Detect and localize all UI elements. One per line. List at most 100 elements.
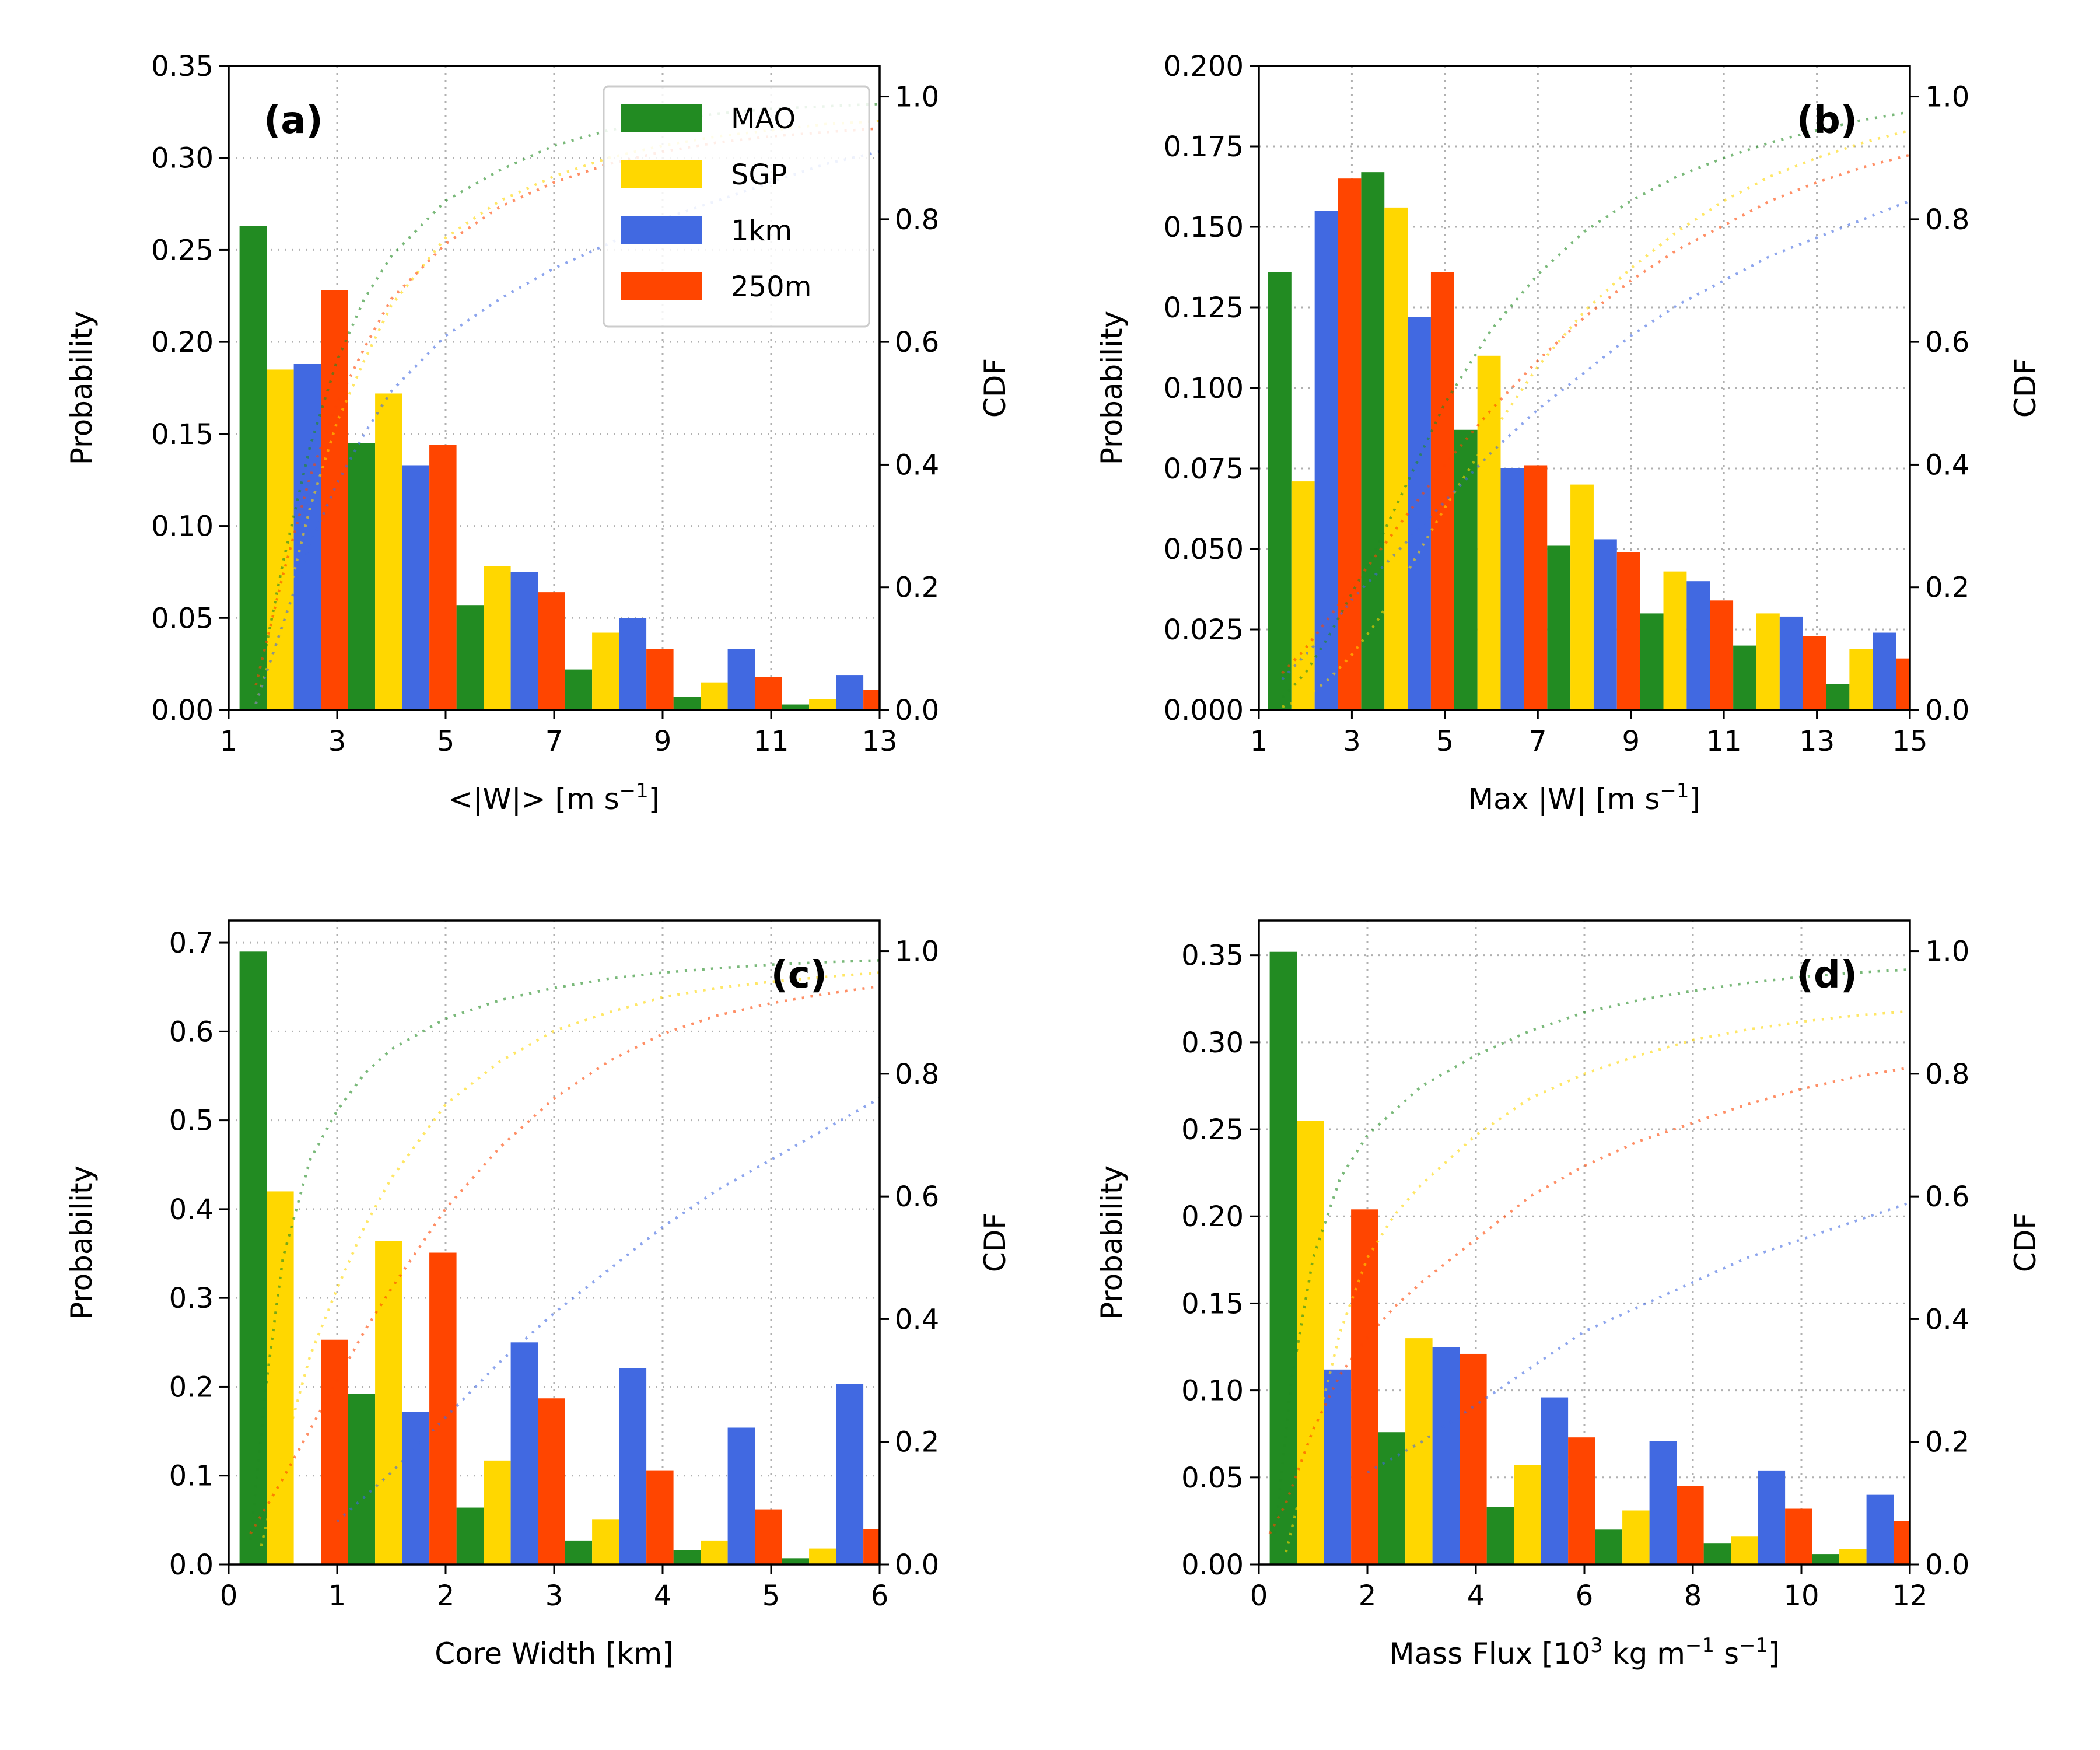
y2-tick-label: 1.0 <box>895 936 939 968</box>
bar-b-1km-0 <box>1314 211 1338 710</box>
legend-swatch-250m <box>621 272 702 300</box>
legend-label-SGP: SGP <box>731 159 788 191</box>
x-axis-label-a: <|W|> [m s−1] <box>449 779 660 816</box>
bar-b-250m-4 <box>1710 600 1734 710</box>
legend: MAO SGP 1km 250m <box>603 85 870 328</box>
x-axis-label-part: −1 <box>1660 779 1689 803</box>
bar-b-MAO-1 <box>1361 172 1385 710</box>
x-tick-label: 6 <box>1576 1580 1594 1612</box>
bar-d-1km-4 <box>1758 1470 1786 1564</box>
bar-a-1km-1 <box>402 465 430 710</box>
bar-a-250m-5 <box>863 690 880 710</box>
x-tick-label: 7 <box>1529 725 1547 758</box>
bar-d-MAO-4 <box>1703 1544 1731 1564</box>
x-tick-label: 1 <box>1250 725 1268 758</box>
bar-b-250m-6 <box>1896 658 1910 710</box>
cdf-c-SGP <box>260 971 880 1547</box>
y-tick-label: 0.30 <box>1181 1027 1244 1059</box>
y-tick-label: 0.4 <box>169 1194 214 1226</box>
x-axis-label-part: Core Width [km] <box>435 1637 673 1671</box>
panel-label-a: (a) <box>264 99 323 142</box>
x-tick-label: 9 <box>1622 725 1640 758</box>
x-axis-label-part: ] <box>649 782 660 816</box>
bar-a-1km-4 <box>727 649 755 710</box>
bar-b-250m-1 <box>1430 272 1454 710</box>
y2-tick-label: 0.6 <box>895 1181 939 1213</box>
bar-a-SGP-3 <box>592 632 620 710</box>
bar-c-250m-5 <box>863 1529 880 1564</box>
x-tick-label: 0 <box>1250 1580 1268 1612</box>
x-tick-label: 12 <box>1892 1580 1927 1612</box>
y2-tick-label: 0.0 <box>1925 694 1969 727</box>
y-axis-label-d: Probability <box>1095 1166 1129 1320</box>
bar-d-1km-0 <box>1324 1369 1352 1564</box>
bar-a-SGP-0 <box>267 369 294 710</box>
y2-tick-label: 0.4 <box>895 1303 939 1336</box>
bar-c-1km-3 <box>619 1368 647 1564</box>
bar-c-MAO-0 <box>239 951 267 1564</box>
y-tick-label: 0.00 <box>151 694 214 727</box>
bar-c-250m-0 <box>321 1339 348 1564</box>
y2-tick-label: 0.4 <box>1925 1303 1969 1336</box>
bar-d-SGP-1 <box>1405 1338 1433 1564</box>
cdf-c-1km <box>336 1097 881 1523</box>
bar-b-MAO-2 <box>1454 429 1478 710</box>
bar-a-MAO-5 <box>782 704 810 710</box>
bar-d-MAO-1 <box>1378 1432 1406 1564</box>
bar-b-1km-4 <box>1686 581 1710 710</box>
panel-a: 1 3 5 7 9 11 130.000.050.100.150.200.250.300.3… <box>65 50 1012 816</box>
x-tick-label: 7 <box>545 725 564 758</box>
bar-a-1km-0 <box>293 363 321 710</box>
bar-c-MAO-5 <box>782 1558 810 1564</box>
y2-axis-label-d: CDF <box>2008 1213 2042 1272</box>
y2-tick-label: 0.0 <box>895 1549 939 1581</box>
bar-a-1km-5 <box>836 675 864 710</box>
y-tick-label: 0.15 <box>1181 1287 1244 1320</box>
bar-a-MAO-0 <box>239 226 267 710</box>
y-tick-label: 0.0 <box>169 1549 214 1581</box>
bar-a-SGP-1 <box>375 393 402 710</box>
bar-b-SGP-1 <box>1384 207 1408 710</box>
y-tick-label: 0.05 <box>151 602 214 635</box>
bar-b-MAO-0 <box>1268 272 1292 710</box>
y2-tick-label: 0.0 <box>1925 1549 1969 1581</box>
x-tick-label: 5 <box>762 1580 780 1612</box>
y-tick-label: 0.30 <box>151 142 214 175</box>
y2-tick-label: 0.8 <box>1925 204 1969 236</box>
legend-swatch-1km <box>621 216 702 244</box>
y2-tick-label: 0.8 <box>895 204 939 236</box>
bar-b-SGP-2 <box>1477 355 1501 710</box>
x-tick-label: 0 <box>220 1580 238 1612</box>
x-tick-label: 5 <box>1436 725 1454 758</box>
bar-c-MAO-2 <box>456 1507 484 1564</box>
cdf-lines-d <box>1268 968 1910 1553</box>
x-tick-label: 8 <box>1684 1580 1702 1612</box>
bar-d-1km-1 <box>1432 1347 1460 1564</box>
panel-d: 0 2 4 6 8 10 12 0.00 0.05 0.10 0.15 0.20 0.25 0.30 0.3… <box>1095 919 2042 1671</box>
bar-d-MAO-0 <box>1269 951 1297 1564</box>
x-axis-label-part: Max |W| [m s <box>1468 782 1660 816</box>
bars-d <box>1269 951 1910 1564</box>
panel-c: 0 1 2 3 4 5 60.00.10.20.30.40.50.60.70.00.20.4… <box>65 919 1012 1671</box>
x-axis-label-b: Max |W| [m s−1] <box>1468 779 1700 816</box>
bars-c <box>239 951 880 1564</box>
x-axis-label-part: −1 <box>620 779 649 803</box>
cdf-d-1km <box>1366 1201 1910 1474</box>
bar-d-1km-5 <box>1866 1494 1894 1564</box>
bar-b-1km-6 <box>1873 632 1896 710</box>
x-axis-label-d: Mass Flux [103 kg m−1 s−1] <box>1389 1634 1779 1671</box>
bar-b-SGP-6 <box>1849 649 1873 710</box>
bar-b-MAO-6 <box>1826 684 1850 710</box>
bar-a-250m-1 <box>429 444 457 710</box>
x-tick-label: 6 <box>871 1580 889 1612</box>
y-tick-label: 0.150 <box>1164 211 1244 244</box>
bar-b-SGP-0 <box>1291 481 1315 710</box>
y-tick-label: 0.10 <box>151 510 214 543</box>
bar-b-250m-3 <box>1616 552 1640 710</box>
bar-d-250m-4 <box>1785 1508 1812 1564</box>
bar-c-MAO-4 <box>673 1550 701 1564</box>
y-tick-label: 0.175 <box>1164 131 1244 163</box>
bar-c-SGP-3 <box>592 1519 620 1564</box>
bar-a-MAO-4 <box>673 696 701 710</box>
